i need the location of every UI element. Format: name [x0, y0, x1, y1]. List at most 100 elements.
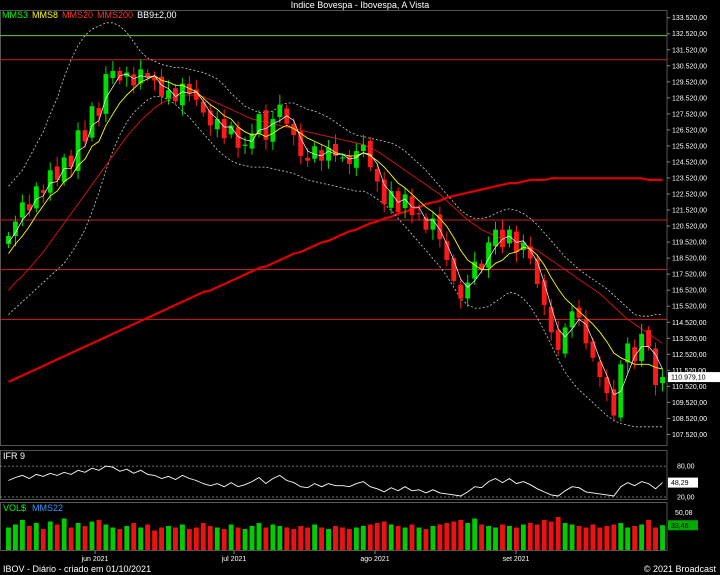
- volume-bar: [145, 524, 151, 550]
- last-price-label: 110.979,10: [671, 375, 706, 382]
- volume-bar: [256, 523, 262, 550]
- candle-body: [40, 190, 46, 193]
- price-tick-label: 110.520,00: [672, 384, 707, 391]
- candle-body: [312, 146, 318, 159]
- candle-body: [319, 150, 325, 161]
- volume-bar: [500, 524, 505, 550]
- candle-body: [430, 218, 436, 230]
- chart-title: Indice Bovespa - Ibovespa, A Vista: [290, 0, 430, 10]
- volume-bar: [179, 524, 185, 550]
- price-tick-label: 109.520,00: [672, 400, 707, 407]
- volume-bar: [374, 523, 380, 550]
- price-tick-label: 117.520,00: [672, 272, 707, 279]
- volume-bar: [604, 526, 610, 550]
- legend-bb9-2-00: BB9±2,00: [137, 10, 177, 20]
- candle-body: [47, 170, 53, 193]
- volume-bar: [228, 524, 234, 550]
- volume-bar: [75, 523, 81, 550]
- volume-tick-label: 50,08: [675, 510, 693, 517]
- candle-body: [500, 229, 505, 248]
- volume-bar: [340, 527, 345, 550]
- candle-body: [200, 101, 206, 113]
- volume-bar: [82, 526, 88, 550]
- candle-body: [96, 108, 102, 116]
- candle-body: [33, 186, 39, 209]
- volume-bar: [507, 526, 512, 550]
- volume-bar: [465, 523, 471, 550]
- price-tick-label: 113.520,00: [672, 336, 707, 343]
- volume-bar: [186, 529, 192, 550]
- candle-body: [590, 341, 596, 358]
- volume-bar: [305, 527, 311, 550]
- candle-body: [138, 69, 144, 84]
- candle-body: [61, 157, 67, 182]
- candle-body: [625, 343, 631, 363]
- candle-body: [340, 157, 345, 159]
- candle-body: [26, 204, 32, 211]
- x-tick-label: set 2021: [503, 556, 530, 563]
- volume-bar: [200, 523, 206, 550]
- candle-body: [632, 347, 638, 362]
- volume-title: VOL$: [3, 503, 26, 513]
- candle-body: [173, 88, 178, 102]
- candle-body: [395, 191, 401, 212]
- volume-bar: [541, 520, 547, 550]
- candle-body: [493, 229, 498, 247]
- volume-bar: [555, 517, 561, 550]
- volume-bar: [124, 526, 130, 550]
- candle-body: [639, 333, 645, 362]
- ma8-line: [8, 75, 663, 370]
- volume-bar: [159, 527, 164, 550]
- volume-panel-frame: [0, 502, 668, 551]
- footer-right: © 2021 Broadcast: [643, 564, 716, 574]
- price-tick-label: 124.520,00: [672, 159, 707, 166]
- volume-bar: [527, 523, 533, 550]
- candle-body: [451, 258, 457, 281]
- volume-bar: [346, 529, 352, 550]
- volume-bar: [646, 520, 652, 550]
- volume-bar: [26, 526, 32, 550]
- price-tick-label: 129.520,00: [672, 79, 707, 86]
- candle-body: [534, 258, 540, 285]
- price-tick-label: 123.520,00: [672, 175, 707, 182]
- candle-body: [6, 236, 11, 245]
- volume-last-label: 33,46: [671, 523, 689, 530]
- price-tick-label: 132.520,00: [672, 31, 707, 38]
- volume-bar: [284, 527, 290, 550]
- volume-bar: [33, 523, 39, 550]
- volume-bar: [242, 529, 248, 550]
- candle-body: [124, 72, 130, 77]
- ifr-title: IFR 9: [3, 451, 25, 461]
- price-panel-frame: [0, 10, 668, 446]
- legend-mms3: MMS3: [2, 10, 29, 20]
- ma20-line: [8, 94, 663, 344]
- candle-body: [458, 284, 464, 299]
- price-tick-label: 111.520,00: [672, 368, 706, 375]
- candle-body: [235, 127, 241, 148]
- volume-bar: [291, 529, 297, 550]
- candle-body: [263, 110, 269, 140]
- x-tick-label: jul 2021: [221, 556, 247, 563]
- candle-body: [305, 157, 311, 161]
- candle-body: [576, 307, 582, 318]
- price-tick-label: 118.520,00: [672, 256, 707, 263]
- candle-body: [68, 155, 74, 168]
- volume-bar: [451, 521, 457, 550]
- volume-bar: [47, 521, 53, 550]
- candle-body: [159, 76, 164, 97]
- candle-body: [291, 123, 297, 136]
- candle-body: [374, 169, 380, 182]
- volume-bar: [263, 527, 269, 550]
- candle-body: [13, 221, 18, 237]
- candle-body: [548, 306, 554, 333]
- candle-body: [221, 119, 227, 139]
- candle-body: [465, 282, 471, 299]
- candle-body: [214, 119, 220, 130]
- candle-body: [402, 194, 408, 209]
- x-tick-label: jun 2021: [81, 556, 109, 563]
- volume-bar: [166, 526, 171, 550]
- price-tick-label: 119.520,00: [672, 240, 707, 247]
- volume-bar: [632, 526, 638, 550]
- price-tick-label: 125.520,00: [672, 143, 707, 150]
